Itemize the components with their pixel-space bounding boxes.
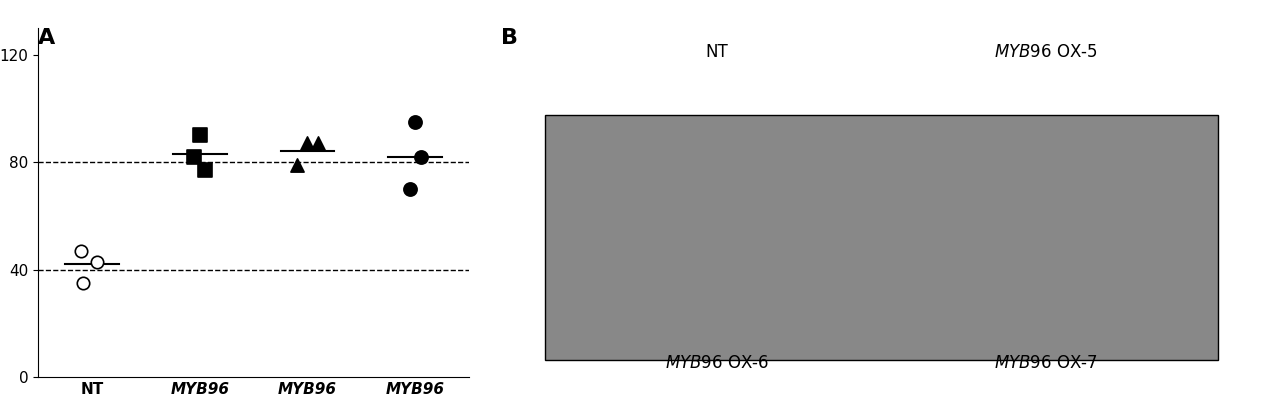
Point — [297, 140, 317, 146]
Point — [87, 258, 108, 265]
Point — [74, 280, 94, 286]
FancyBboxPatch shape — [545, 115, 1217, 360]
Point — [404, 119, 425, 125]
Point — [399, 186, 420, 192]
Text: NT: NT — [705, 43, 728, 61]
Text: $\it{MYB96}$ OX-5: $\it{MYB96}$ OX-5 — [994, 43, 1098, 61]
Point — [71, 248, 91, 254]
Point — [189, 132, 209, 139]
Point — [184, 154, 204, 160]
Text: $\it{MYB96}$ OX-7: $\it{MYB96}$ OX-7 — [994, 354, 1098, 372]
Point — [411, 154, 431, 160]
Point — [195, 167, 216, 173]
Point — [308, 140, 328, 146]
Point — [287, 162, 307, 168]
Text: A: A — [38, 28, 56, 48]
Text: $\it{MYB96}$ OX-6: $\it{MYB96}$ OX-6 — [664, 354, 768, 372]
Text: B: B — [501, 28, 517, 48]
